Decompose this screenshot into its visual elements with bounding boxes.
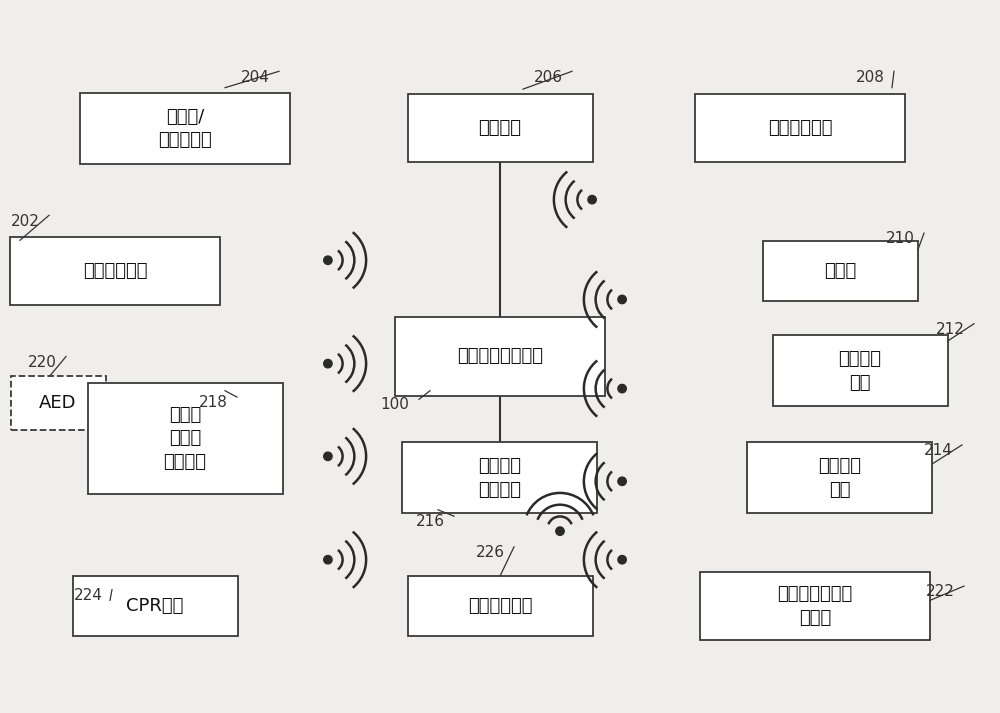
Text: 家庭健康
设备: 家庭健康 设备	[838, 350, 882, 391]
Text: 呼吸机: 呼吸机	[824, 262, 856, 280]
Ellipse shape	[324, 452, 332, 461]
FancyBboxPatch shape	[408, 95, 592, 163]
Text: CPR模块: CPR模块	[126, 597, 184, 615]
Ellipse shape	[324, 555, 332, 564]
Text: 214: 214	[924, 443, 952, 458]
Text: 220: 220	[28, 354, 56, 370]
FancyBboxPatch shape	[700, 572, 930, 640]
Text: 患者监测模块: 患者监测模块	[83, 262, 147, 280]
Ellipse shape	[618, 477, 626, 486]
Text: 除颤器/
起搏器模块: 除颤器/ 起搏器模块	[158, 108, 212, 149]
FancyBboxPatch shape	[763, 241, 918, 301]
Text: 设备、
中心、
谷歌眼镜: 设备、 中心、 谷歌眼镜	[164, 406, 207, 471]
Text: 家庭监测
门户: 家庭监测 门户	[818, 457, 862, 498]
Text: 100: 100	[381, 397, 409, 413]
Text: 204: 204	[241, 69, 269, 85]
Ellipse shape	[618, 384, 626, 393]
Text: 226: 226	[476, 545, 505, 560]
FancyBboxPatch shape	[88, 384, 283, 493]
Text: （一个或多个）
传感器: （一个或多个） 传感器	[777, 585, 853, 627]
Text: 222: 222	[926, 584, 954, 600]
FancyBboxPatch shape	[408, 576, 592, 637]
FancyBboxPatch shape	[402, 442, 597, 513]
Text: 超声探头: 超声探头	[479, 119, 522, 138]
Text: 218: 218	[199, 395, 227, 411]
FancyBboxPatch shape	[11, 376, 106, 429]
FancyBboxPatch shape	[695, 95, 905, 163]
Ellipse shape	[556, 527, 564, 535]
Ellipse shape	[324, 256, 332, 265]
FancyBboxPatch shape	[395, 317, 605, 396]
Text: AED: AED	[39, 394, 77, 412]
Text: 212: 212	[936, 322, 964, 337]
Text: 患者健康
历史门户: 患者健康 历史门户	[479, 457, 522, 498]
Ellipse shape	[618, 295, 626, 304]
Text: 温度调制模块: 温度调制模块	[768, 119, 832, 138]
FancyBboxPatch shape	[80, 93, 290, 164]
Ellipse shape	[324, 359, 332, 368]
FancyBboxPatch shape	[10, 237, 220, 305]
Ellipse shape	[618, 555, 626, 564]
Text: 208: 208	[856, 69, 884, 85]
FancyBboxPatch shape	[72, 576, 238, 637]
FancyBboxPatch shape	[772, 335, 948, 406]
Ellipse shape	[588, 195, 596, 204]
Text: 202: 202	[11, 213, 39, 229]
Text: 224: 224	[74, 588, 102, 603]
Text: 210: 210	[886, 231, 914, 247]
Text: 216: 216	[416, 514, 444, 530]
Text: 条形码阅读器: 条形码阅读器	[468, 597, 532, 615]
FancyBboxPatch shape	[747, 442, 932, 513]
Text: 206: 206	[534, 69, 562, 85]
Text: 移动健康护理中心: 移动健康护理中心	[457, 347, 543, 366]
